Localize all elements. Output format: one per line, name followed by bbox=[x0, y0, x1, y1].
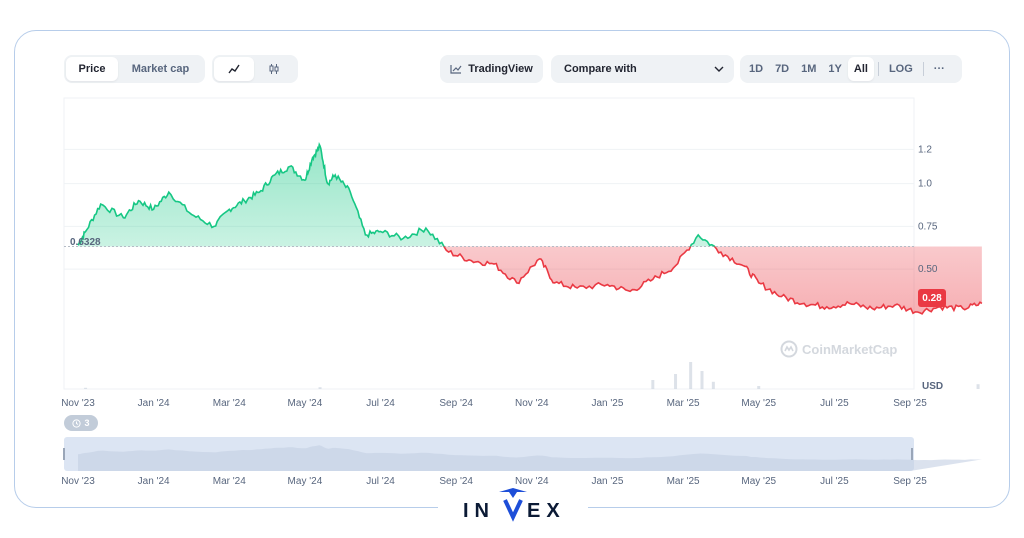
tab-market-cap[interactable]: Market cap bbox=[131, 63, 190, 75]
y-tick-label: 1.0 bbox=[918, 179, 932, 190]
invex-logo-mark: IN EX bbox=[463, 488, 566, 522]
volume-bar bbox=[711, 381, 715, 389]
volume-bar bbox=[84, 387, 88, 389]
volume-bar bbox=[757, 386, 761, 389]
divider bbox=[922, 62, 924, 76]
chart-type-toggle bbox=[212, 55, 298, 83]
x-tick-label: Mar '24 bbox=[213, 398, 246, 409]
tab-price[interactable]: Price bbox=[66, 57, 118, 81]
x-tick-label: Jul '24 bbox=[366, 398, 395, 409]
navigator-tick-label: Nov '24 bbox=[515, 476, 549, 487]
volume-bar bbox=[651, 380, 655, 389]
divider bbox=[877, 62, 879, 76]
candlestick-button[interactable] bbox=[254, 57, 294, 81]
y-tick-label: 1.2 bbox=[918, 144, 932, 155]
navigator-tick-label: Sep '24 bbox=[439, 476, 473, 487]
navigator-series bbox=[78, 445, 982, 471]
volume-bar bbox=[318, 387, 322, 389]
line-chart-icon bbox=[228, 64, 240, 74]
navigator-tick-label: Mar '24 bbox=[213, 476, 246, 487]
navigator-tick-label: Jul '25 bbox=[820, 476, 849, 487]
navigator-tick-label: Sep '25 bbox=[893, 476, 927, 487]
area-above-reference bbox=[78, 144, 982, 247]
navigator-tick-label: May '25 bbox=[741, 476, 776, 487]
price-line-up bbox=[77, 141, 716, 247]
volume-bar bbox=[674, 374, 678, 389]
reference-price-label: 0.6328 bbox=[70, 237, 101, 248]
navigator-tick-label: Jan '25 bbox=[591, 476, 623, 487]
time-range-selector: 1D 7D 1M 1Y All LOG ··· bbox=[740, 55, 962, 83]
x-tick-label: Jan '25 bbox=[591, 398, 623, 409]
x-tick-label: Sep '25 bbox=[893, 398, 927, 409]
line-chart-button[interactable] bbox=[214, 57, 254, 81]
tradingview-button[interactable]: TradingView bbox=[440, 55, 543, 83]
range-navigator[interactable] bbox=[63, 437, 982, 471]
y-tick-label: 0.75 bbox=[918, 221, 938, 232]
svg-text:IN: IN bbox=[463, 500, 495, 522]
navigator-tick-label: Jan '24 bbox=[138, 476, 170, 487]
compare-dropdown[interactable]: Compare with bbox=[551, 55, 734, 83]
tradingview-icon bbox=[450, 65, 462, 74]
invex-logo: IN EX bbox=[438, 486, 588, 522]
history-count: 3 bbox=[84, 418, 90, 428]
volume-bar bbox=[976, 384, 980, 389]
x-tick-label: May '25 bbox=[741, 398, 776, 409]
coinmarketcap-icon bbox=[780, 340, 798, 358]
current-price-tag: 0.28 bbox=[918, 289, 946, 307]
y-tick-label: 0.50 bbox=[918, 264, 938, 275]
x-tick-label: Sep '24 bbox=[439, 398, 473, 409]
view-toggle: Price Market cap bbox=[64, 55, 205, 83]
range-1y[interactable]: 1Y bbox=[828, 63, 842, 75]
x-tick-label: Nov '23 bbox=[61, 398, 95, 409]
volume-bar bbox=[689, 362, 693, 389]
more-options-button[interactable]: ··· bbox=[933, 63, 945, 75]
plot-area-border bbox=[63, 97, 915, 390]
currency-label: USD bbox=[922, 381, 944, 392]
price-line-down bbox=[443, 246, 983, 315]
area-below-reference bbox=[443, 246, 982, 314]
navigator-tick-label: Nov '23 bbox=[61, 476, 95, 487]
price-series bbox=[64, 141, 983, 389]
x-axis: Nov '23 Nov '23 Jan '24 Jan '24 Mar '24 Mar '… bbox=[61, 398, 927, 487]
range-all[interactable]: All bbox=[847, 57, 874, 81]
tradingview-label: TradingView bbox=[468, 63, 533, 75]
x-tick-label: Jan '24 bbox=[138, 398, 170, 409]
volume-bar bbox=[700, 371, 704, 389]
chevron-down-icon bbox=[714, 66, 724, 72]
range-7d[interactable]: 7D bbox=[775, 63, 790, 75]
navigator-tick-label: Jul '24 bbox=[366, 476, 395, 487]
range-1d[interactable]: 1D bbox=[749, 63, 764, 75]
x-tick-label: Jul '25 bbox=[820, 398, 849, 409]
compare-label: Compare with bbox=[564, 63, 637, 75]
x-tick-label: Nov '24 bbox=[515, 398, 549, 409]
navigator-tick-label: Mar '25 bbox=[667, 476, 700, 487]
history-badge[interactable]: 3 bbox=[64, 415, 98, 431]
candlestick-icon bbox=[269, 64, 279, 74]
range-1m[interactable]: 1M bbox=[801, 63, 817, 75]
watermark-text: CoinMarketCap bbox=[802, 341, 898, 357]
y-axis: 0.50 0.75 1.0 1.2 bbox=[918, 144, 938, 275]
svg-text:EX: EX bbox=[527, 500, 566, 522]
x-tick-label: Mar '25 bbox=[667, 398, 700, 409]
navigator-tick-label: May '24 bbox=[288, 476, 323, 487]
log-toggle[interactable]: LOG bbox=[888, 63, 913, 75]
watermark: CoinMarketCap bbox=[780, 340, 897, 358]
clock-icon bbox=[72, 418, 82, 428]
x-tick-label: May '24 bbox=[288, 398, 323, 409]
